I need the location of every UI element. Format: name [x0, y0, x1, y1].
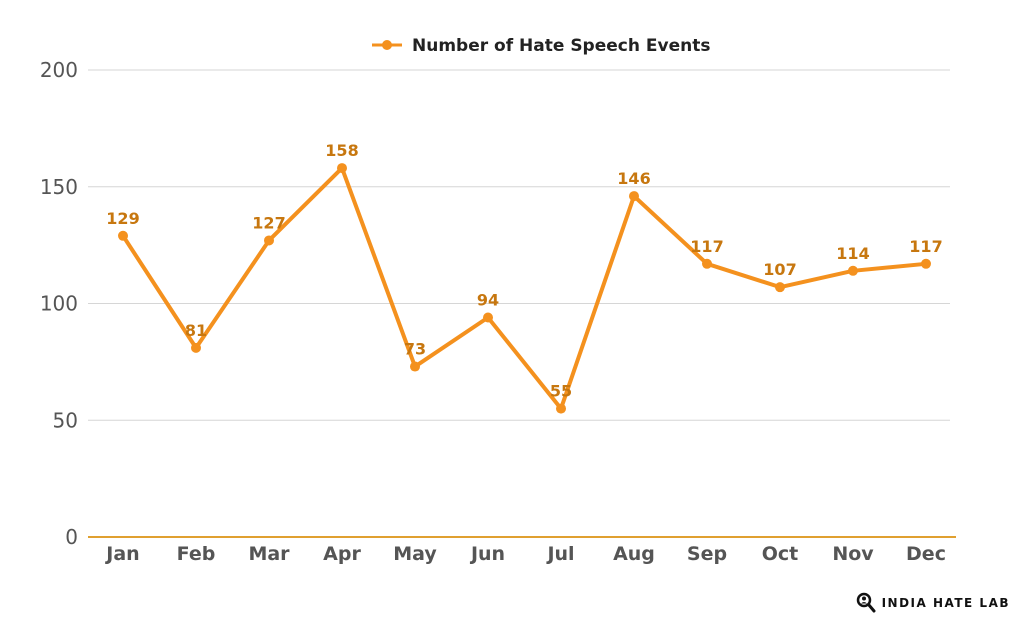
- legend-label: Number of Hate Speech Events: [412, 36, 710, 56]
- x-tick-label: Jul: [545, 543, 574, 565]
- data-point: [337, 163, 347, 174]
- magnifier-person-icon: [856, 592, 876, 613]
- data-point: [410, 361, 420, 372]
- data-label: 114: [836, 244, 869, 263]
- data-point: [848, 265, 858, 276]
- data-label: 146: [617, 169, 650, 188]
- y-tick-label: 200: [40, 58, 78, 82]
- data-label: 73: [404, 340, 426, 359]
- y-tick-label: 100: [40, 292, 78, 316]
- data-point: [118, 230, 128, 241]
- data-point: [921, 258, 931, 269]
- data-labels: 129 81 127 158 73 94 55 146 117 107 114 117: [106, 141, 942, 401]
- data-label: 158: [325, 141, 358, 160]
- x-tick-label: May: [393, 543, 437, 565]
- x-tick-label: Nov: [832, 543, 874, 565]
- x-tick-label: Aug: [613, 543, 655, 565]
- x-tick-label: Apr: [323, 543, 361, 565]
- data-label: 107: [763, 260, 796, 279]
- data-point: [264, 235, 274, 246]
- y-tick-label: 0: [65, 525, 78, 549]
- x-tick-label: Jun: [469, 543, 505, 565]
- x-tick-label: Mar: [248, 543, 290, 565]
- x-tick-label: Dec: [906, 543, 946, 565]
- x-tick-label: Jan: [104, 543, 139, 565]
- legend-point-marker: [382, 40, 392, 50]
- series-line-group: [118, 163, 931, 414]
- y-axis: 0 50 100 150 200: [40, 58, 78, 549]
- y-tick-label: 50: [53, 408, 78, 432]
- x-tick-label: Feb: [177, 543, 216, 565]
- x-tick-label: Oct: [762, 543, 799, 565]
- data-point: [629, 191, 639, 202]
- data-point: [191, 342, 201, 353]
- grid-lines: [88, 69, 950, 421]
- data-label: 117: [690, 237, 723, 256]
- data-point: [702, 258, 712, 269]
- data-label: 55: [550, 382, 572, 401]
- data-label: 127: [252, 213, 285, 232]
- data-label: 129: [106, 209, 139, 228]
- data-point: [556, 403, 566, 414]
- x-axis: Jan Feb Mar Apr May Jun Jul Aug Sep Oct Nov Dec: [88, 536, 956, 565]
- data-label: 81: [185, 321, 207, 340]
- series-line: [121, 166, 928, 411]
- y-tick-label: 150: [40, 175, 78, 199]
- data-point: [483, 312, 493, 323]
- x-tick-label: Sep: [687, 543, 727, 565]
- brand-name: INDIA HATE LAB: [881, 596, 1010, 610]
- brand-logo: INDIA HATE LAB: [856, 592, 1010, 614]
- data-point: [775, 282, 785, 293]
- data-label: 117: [909, 237, 942, 256]
- legend: Number of Hate Speech Events: [372, 36, 710, 56]
- data-label: 94: [477, 291, 499, 310]
